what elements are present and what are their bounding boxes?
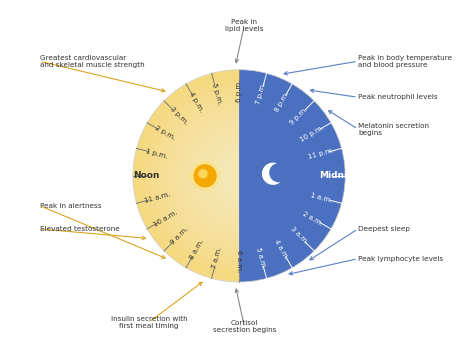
Wedge shape [133,70,239,282]
Text: 3 p.m.: 3 p.m. [169,106,189,126]
Wedge shape [187,124,239,228]
Circle shape [269,163,289,182]
Text: 5 a.m.: 5 a.m. [255,246,267,269]
Circle shape [198,169,208,178]
Wedge shape [239,70,345,282]
Text: 6 a.m.: 6 a.m. [236,250,242,272]
Wedge shape [139,76,239,276]
Text: Peak in
lipid levels: Peak in lipid levels [225,19,264,32]
Wedge shape [217,154,239,198]
Wedge shape [133,70,239,282]
Text: 10 p.m.: 10 p.m. [300,124,326,143]
Wedge shape [181,118,239,234]
Text: Elevated testosterone: Elevated testosterone [39,226,119,232]
Wedge shape [151,88,239,264]
Text: Peak in body temperature
and blood pressure: Peak in body temperature and blood press… [358,55,452,68]
Text: 1 p.m.: 1 p.m. [146,148,169,160]
Text: 5 p.m.: 5 p.m. [211,82,223,105]
Wedge shape [193,130,239,222]
Wedge shape [199,136,239,216]
Text: Peak in alertness: Peak in alertness [39,202,101,208]
Text: 8 a.m.: 8 a.m. [189,238,205,261]
Text: 7 a.m.: 7 a.m. [211,246,223,270]
Text: 3 a.m.: 3 a.m. [289,226,309,246]
Wedge shape [211,148,239,204]
Text: Peak neutrophil levels: Peak neutrophil levels [358,94,438,100]
Text: 10 a.m.: 10 a.m. [153,209,179,228]
Text: Noon: Noon [133,171,159,180]
Text: Midnight: Midnight [319,171,364,180]
Text: 11 a.m.: 11 a.m. [143,191,171,204]
Text: 11 p.m.: 11 p.m. [307,147,335,160]
Text: Greatest cardiovascular
and skeletal muscle strength: Greatest cardiovascular and skeletal mus… [39,55,144,68]
Text: 9 p.m.: 9 p.m. [289,106,309,126]
Text: 9 a.m.: 9 a.m. [169,226,189,246]
Text: 1 a.m.: 1 a.m. [310,192,333,203]
Text: Peak lymphocyte levels: Peak lymphocyte levels [358,256,443,262]
Circle shape [190,161,220,191]
Circle shape [262,162,284,185]
Text: 7 p.m.: 7 p.m. [255,82,267,105]
Text: 2 a.m.: 2 a.m. [301,210,324,226]
Text: Cortisol
secrestion begins: Cortisol secrestion begins [213,320,276,333]
Text: Insulin secretion with
first meal timing: Insulin secretion with first meal timing [110,316,187,329]
Wedge shape [145,82,239,270]
Text: 4 a.m.: 4 a.m. [273,238,290,261]
Wedge shape [157,94,239,258]
Circle shape [194,165,216,187]
Text: Melatonin secretion
begins: Melatonin secretion begins [358,123,429,136]
Text: 6 p.m.: 6 p.m. [236,80,242,102]
Wedge shape [163,100,239,252]
Text: 2 p.m.: 2 p.m. [155,125,177,141]
Text: 4 p.m.: 4 p.m. [189,91,205,114]
Wedge shape [169,106,239,246]
Wedge shape [205,142,239,210]
Wedge shape [175,112,239,240]
Text: Deepest sleep: Deepest sleep [358,226,410,232]
Text: 8 p.m.: 8 p.m. [273,91,290,114]
